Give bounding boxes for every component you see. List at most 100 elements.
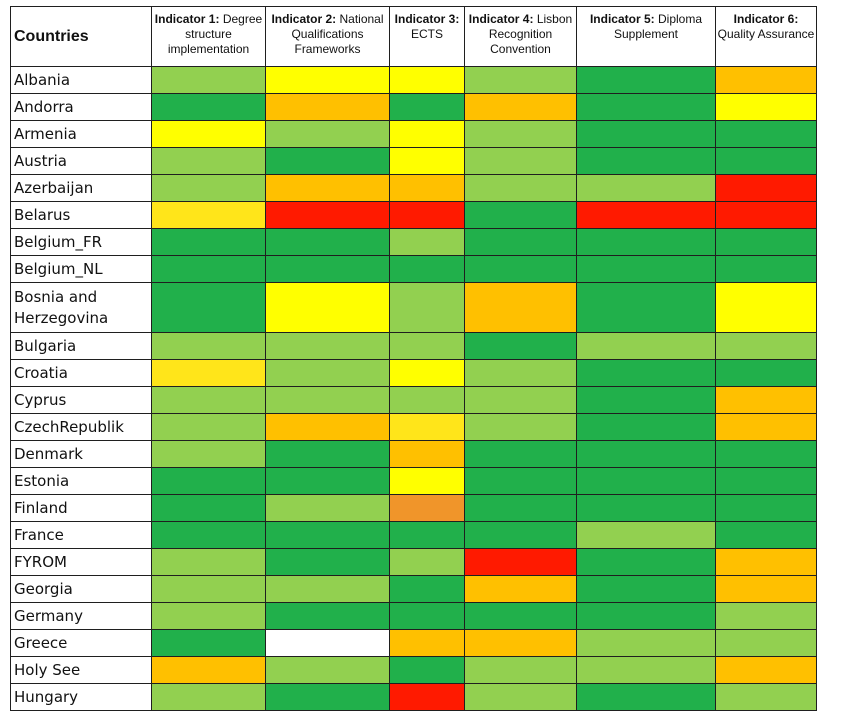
heatmap-cell [389,228,465,256]
heatmap-cell [151,120,266,148]
indicator-4-header-title: Lisbon Recognition Convention [488,12,573,56]
table-row: Bosnia and Herzegovina [10,282,817,333]
heatmap-cell [464,386,577,414]
indicator-1-header-title: Degree structure implementation [167,12,263,56]
heatmap-cell [715,683,817,711]
country-label: France [10,521,152,549]
heatmap-cell [464,332,577,360]
heatmap-cell [151,147,266,175]
heatmap-cell [715,440,817,468]
indicator-3-header-title: ECTS [410,27,443,41]
indicator-2-column-header: Indicator 2: National Qualifications Fra… [265,6,390,67]
heatmap-cell [576,629,716,657]
indicator-6-header-title: Quality Assurance [717,27,815,41]
indicator-5-header-label: Indicator 5: [589,12,655,26]
heatmap-cell [576,332,716,360]
table-row: Hungary [10,683,817,711]
country-label: Finland [10,494,152,522]
heatmap-cell [151,602,266,630]
heatmap-cell [464,575,577,603]
heatmap-cell [464,147,577,175]
heatmap-cell [576,548,716,576]
heatmap-cell [151,575,266,603]
heatmap-cell [576,201,716,229]
table-row: FYROM [10,548,817,576]
indicator-heatmap-table: Countries Indicator 1: Degree structure … [10,6,817,711]
heatmap-cell [151,413,266,441]
heatmap-cell [389,602,465,630]
heatmap-cell [576,228,716,256]
heatmap-cell [389,629,465,657]
country-label: Azerbaijan [10,174,152,202]
heatmap-cell [576,120,716,148]
heatmap-cell [389,386,465,414]
heatmap-cell [265,201,390,229]
country-label: Cyprus [10,386,152,414]
heatmap-cell [464,66,577,94]
table-row: Austria [10,147,817,175]
table-row: Holy See [10,656,817,684]
heatmap-cell [389,467,465,495]
heatmap-cell [265,683,390,711]
heatmap-cell [265,575,390,603]
heatmap-cell [151,494,266,522]
heatmap-cell [715,467,817,495]
table-row: Croatia [10,359,817,387]
heatmap-cell [389,359,465,387]
heatmap-cell [151,629,266,657]
heatmap-cell [389,521,465,549]
table-row: Belgium_NL [10,255,817,283]
table-row: Cyprus [10,386,817,414]
table-row: Azerbaijan [10,174,817,202]
indicator-3-header-label: Indicator 3: [394,12,460,26]
country-label: Greece [10,629,152,657]
indicator-2-header-label: Indicator 2: [271,12,337,26]
heatmap-cell [265,174,390,202]
country-label: Belarus [10,201,152,229]
heatmap-cell [464,201,577,229]
heatmap-cell [715,413,817,441]
heatmap-cell [151,201,266,229]
heatmap-cell [265,359,390,387]
heatmap-cell [715,656,817,684]
country-label: Hungary [10,683,152,711]
heatmap-cell [265,656,390,684]
heatmap-cell [151,174,266,202]
heatmap-cell [151,282,266,333]
table-row: Georgia [10,575,817,603]
heatmap-cell [151,683,266,711]
heatmap-cell [265,386,390,414]
heatmap-cell [389,174,465,202]
heatmap-cell [389,282,465,333]
heatmap-cell [389,255,465,283]
heatmap-cell [715,282,817,333]
country-label: Bosnia and Herzegovina [10,282,152,333]
heatmap-cell [715,66,817,94]
heatmap-cell [464,602,577,630]
table-row: Denmark [10,440,817,468]
heatmap-cell [151,440,266,468]
heatmap-cell [389,201,465,229]
heatmap-cell [715,494,817,522]
country-label: Andorra [10,93,152,121]
table-row: Greece [10,629,817,657]
table-row: Belgium_FR [10,228,817,256]
heatmap-cell [715,147,817,175]
heatmap-cell [389,683,465,711]
indicator-5-column-header: Indicator 5: Diploma Supplement [576,6,716,67]
table-row: Germany [10,602,817,630]
heatmap-cell [464,93,577,121]
indicator-5-header-title: Diploma Supplement [613,12,703,41]
heatmap-cell [464,282,577,333]
indicator-3-column-header: Indicator 3: ECTS [389,6,465,67]
heatmap-cell [576,93,716,121]
country-label: Belgium_FR [10,228,152,256]
country-label: Holy See [10,656,152,684]
heatmap-cell [265,413,390,441]
heatmap-cell [151,656,266,684]
heatmap-cell [715,174,817,202]
table-row: Finland [10,494,817,522]
country-label: Estonia [10,467,152,495]
heatmap-body: Albania Andorra Armenia Austria Azerbaijan Be… [10,66,817,711]
heatmap-cell [389,93,465,121]
